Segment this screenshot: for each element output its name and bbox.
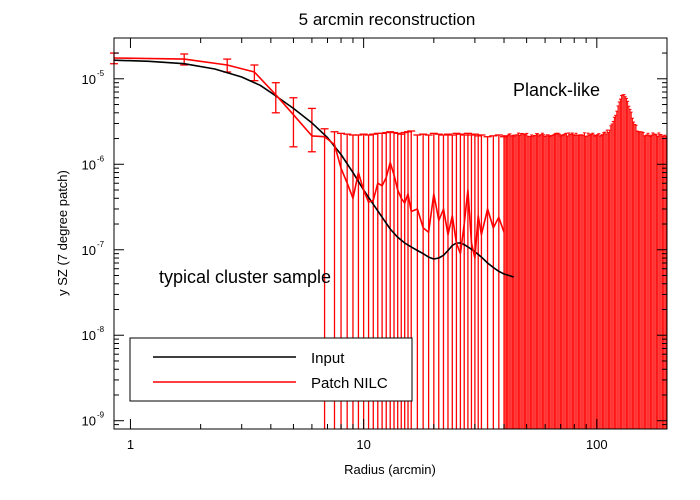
- y-tick-label: 10: [82, 328, 96, 343]
- y-tick-exponent: -8: [97, 325, 105, 334]
- y-tick-exponent: -9: [97, 411, 105, 420]
- series-line-input: [113, 59, 514, 278]
- chart-title: 5 arcmin reconstruction: [299, 10, 476, 29]
- legend-box: [129, 337, 413, 402]
- y-tick-exponent: -5: [97, 69, 105, 78]
- y-axis: 10-910-810-710-610-5: [82, 52, 667, 430]
- y-tick-label: 10: [82, 414, 96, 429]
- x-axis-label: Radius (arcmin): [344, 462, 436, 477]
- x-tick-label: 100: [586, 437, 608, 452]
- y-axis-label: y SZ (7 degree patch): [55, 170, 70, 296]
- x-tick-label: 1: [127, 437, 134, 452]
- plot-frame: [113, 37, 668, 430]
- y-tick-label: 10: [82, 72, 96, 87]
- legend-label-input: Input: [311, 350, 345, 367]
- annotation-planck-like: Planck-like: [513, 80, 600, 100]
- y-tick-exponent: -7: [97, 240, 105, 249]
- legend: Input Patch NILC: [129, 337, 413, 402]
- x-tick-label: 10: [356, 437, 370, 452]
- y-tick-label: 10: [82, 157, 96, 172]
- y-tick-exponent: -6: [97, 154, 105, 163]
- y-tick-label: 10: [82, 243, 96, 258]
- legend-label-patch-nilc: Patch NILC: [311, 375, 388, 392]
- plot-area: [110, 52, 668, 429]
- series-line-patch-nilc: [113, 57, 505, 259]
- annotation-typical-cluster-sample: typical cluster sample: [159, 267, 331, 287]
